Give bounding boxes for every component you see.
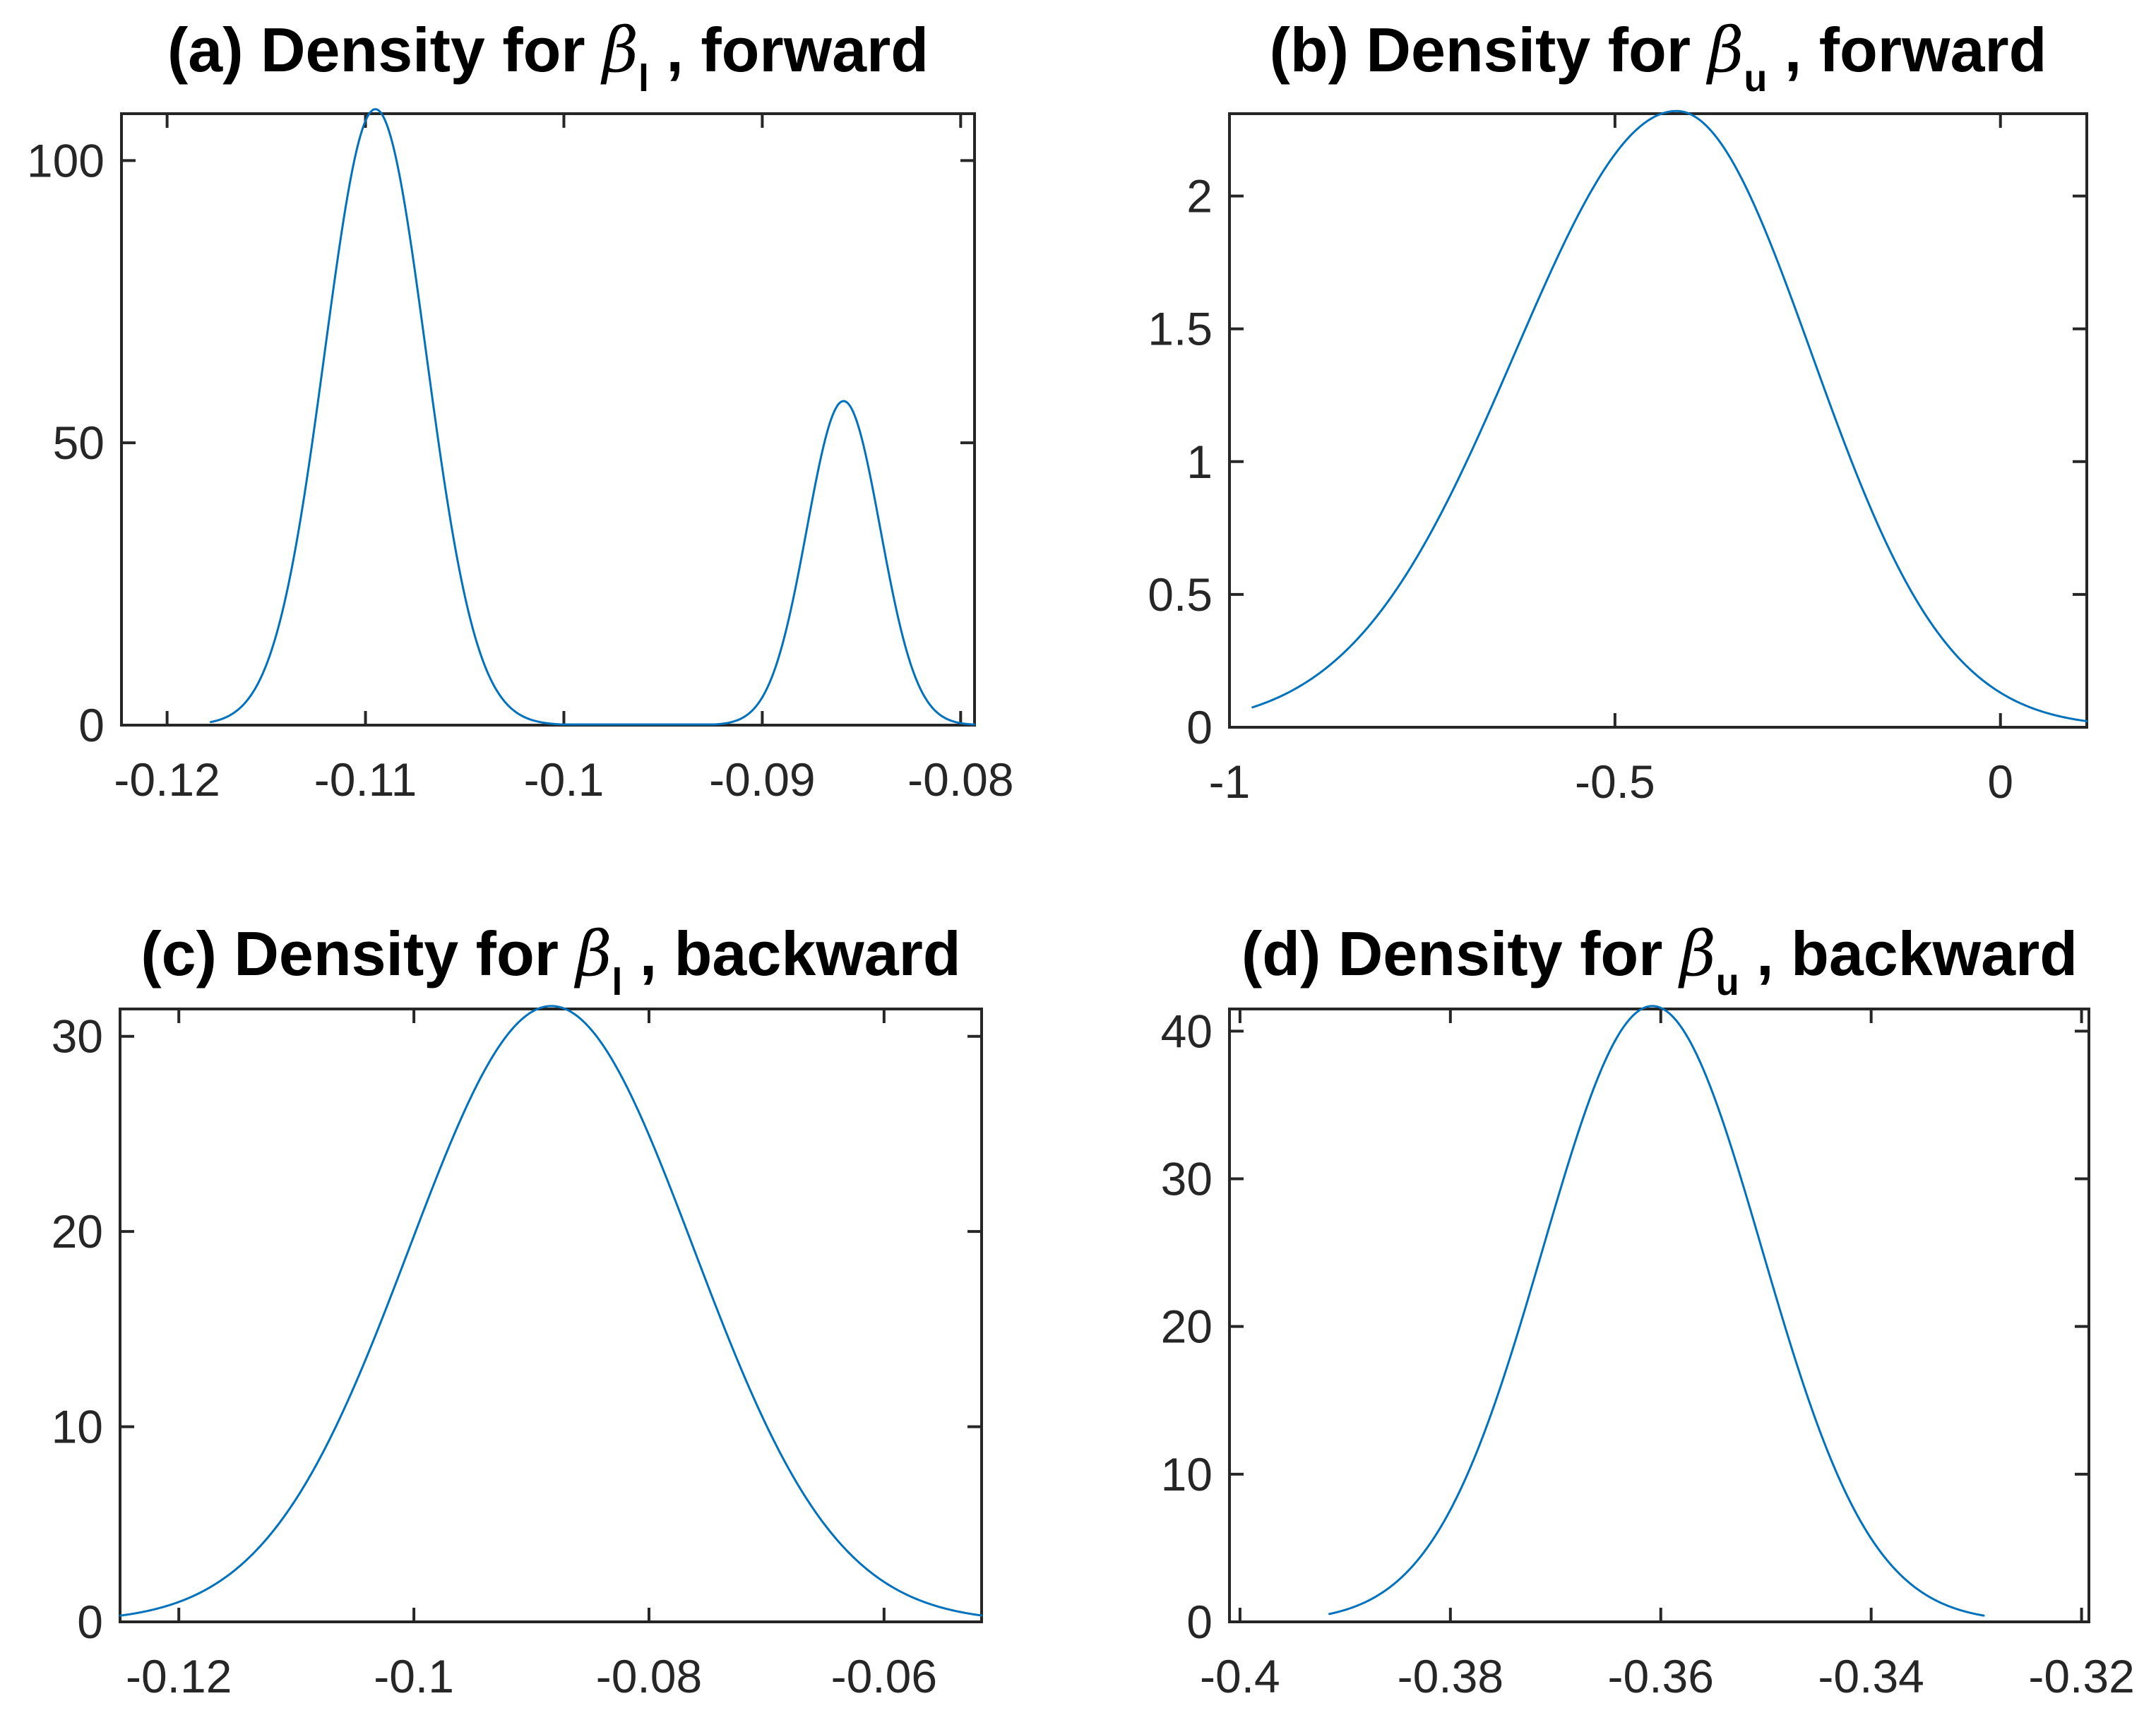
panel-a-title: (a) Density for βl , forward bbox=[167, 13, 929, 100]
density-curve bbox=[119, 1005, 983, 1617]
panel-b-title: (b) Density for βu , forward bbox=[1270, 13, 2047, 100]
x-tick-label: -0.06 bbox=[831, 1650, 937, 1702]
y-tick-label: 0 bbox=[1186, 701, 1213, 753]
plot-area-c: -0.12 -0.1 -0.08 -0.06 0 10 20 30 bbox=[52, 1005, 983, 1702]
x-tick-label: -0.34 bbox=[1818, 1650, 1924, 1702]
beta-subscript: l bbox=[638, 57, 649, 100]
plot-area-d: -0.4 -0.38 -0.36 -0.34 -0.32 0 10 20 30 40 bbox=[1161, 1005, 2135, 1702]
y-tick-label: 100 bbox=[27, 134, 105, 186]
y-tick-label: 20 bbox=[52, 1205, 103, 1258]
y-tick-label: 20 bbox=[1161, 1301, 1213, 1353]
y-tick-label: 40 bbox=[1161, 1005, 1213, 1057]
panel-d-title: (d) Density for βu , backward bbox=[1241, 917, 2078, 1003]
y-tick-label: 0 bbox=[77, 1596, 103, 1648]
x-tick-label: -0.08 bbox=[907, 753, 1013, 806]
density-curve bbox=[1328, 1005, 1985, 1617]
axis-box bbox=[119, 1008, 983, 1623]
x-tick-label: -0.38 bbox=[1398, 1650, 1503, 1702]
beta-symbol: β bbox=[1705, 13, 1744, 86]
y-tick-label: 10 bbox=[52, 1401, 103, 1453]
plot-area-b: -1 -0.5 0 0 0.5 1 1.5 2 bbox=[1148, 109, 2088, 808]
y-tick-label: 0 bbox=[1186, 1596, 1213, 1648]
x-tick-label: -0.08 bbox=[596, 1650, 702, 1702]
beta-symbol: β bbox=[600, 13, 638, 86]
density-curve bbox=[209, 108, 976, 726]
y-tick-label: 1.5 bbox=[1148, 303, 1213, 355]
y-tick-label: 2 bbox=[1186, 170, 1213, 222]
beta-subscript: l bbox=[612, 961, 622, 1003]
y-tick-label: 1 bbox=[1186, 436, 1213, 488]
y-tick-label: 50 bbox=[53, 417, 105, 469]
x-tick-label: -0.1 bbox=[374, 1650, 454, 1702]
y-tick-label: 30 bbox=[52, 1010, 103, 1063]
density-curve bbox=[1251, 109, 2088, 722]
x-tick-label: -0.12 bbox=[126, 1650, 232, 1702]
beta-symbol: β bbox=[1678, 917, 1716, 990]
axis-box bbox=[120, 112, 976, 727]
x-tick-label: -0.32 bbox=[2028, 1650, 2134, 1702]
y-tick-label: 30 bbox=[1161, 1153, 1213, 1205]
x-tick-label: -0.4 bbox=[1200, 1650, 1280, 1702]
plot-area-a: -0.12 -0.11 -0.1 -0.09 -0.08 0 50 100 bbox=[27, 108, 1014, 806]
x-tick-label: -0.36 bbox=[1608, 1650, 1714, 1702]
panel-c-title: (c) Density for βl , backward bbox=[141, 917, 960, 1003]
y-tick-label: 0.5 bbox=[1148, 568, 1213, 621]
x-tick-label: -1 bbox=[1209, 755, 1251, 808]
y-tick-label: 10 bbox=[1161, 1448, 1213, 1500]
x-tick-label: -0.09 bbox=[709, 753, 815, 806]
x-tick-label: -0.5 bbox=[1575, 755, 1655, 808]
beta-subscript: u bbox=[1744, 57, 1767, 100]
x-tick-label: -0.11 bbox=[314, 753, 417, 806]
axis-box bbox=[1228, 112, 2088, 729]
y-tick-label: 0 bbox=[78, 699, 105, 751]
beta-symbol: β bbox=[573, 917, 612, 990]
axis-box bbox=[1228, 1008, 2090, 1623]
x-tick-label: -0.12 bbox=[114, 753, 220, 806]
beta-subscript: u bbox=[1716, 961, 1739, 1003]
x-tick-label: -0.1 bbox=[524, 753, 604, 806]
x-tick-label: 0 bbox=[1987, 755, 2013, 808]
